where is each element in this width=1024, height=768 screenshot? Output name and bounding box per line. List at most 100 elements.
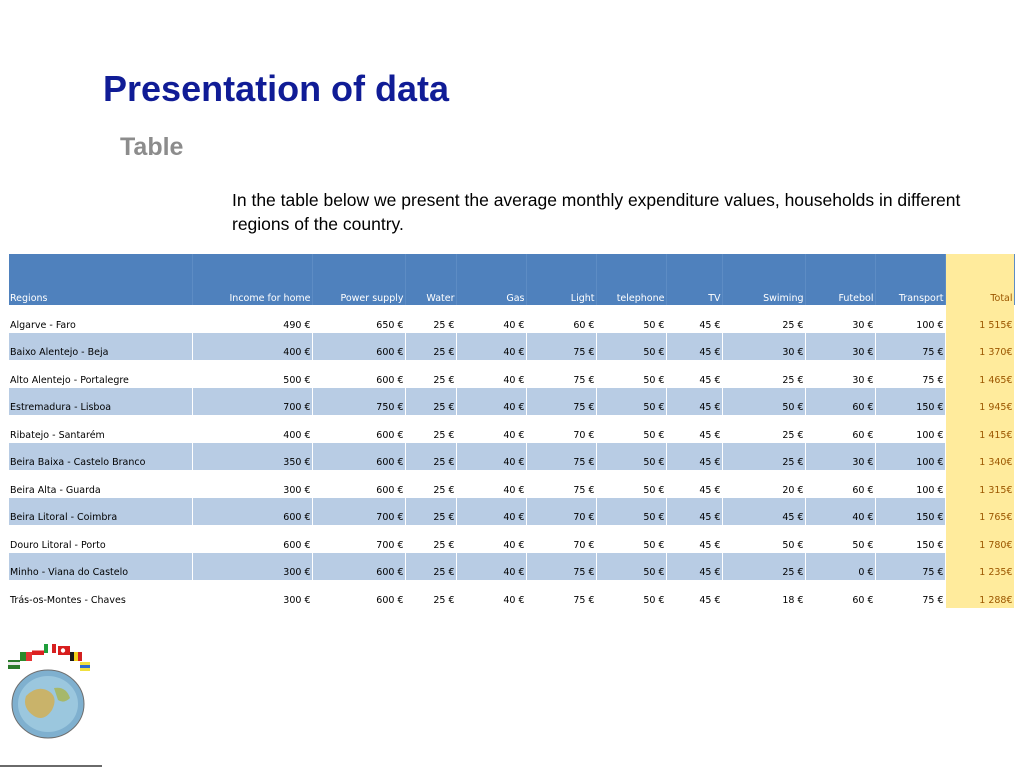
table-row: Trás-os-Montes - Chaves 300 €600 €25 €40 … (9, 580, 1015, 608)
value-cell: 25 € (405, 305, 457, 333)
region-cell: Beira Alta - Guarda (9, 470, 193, 498)
value-cell: 600 € (192, 497, 313, 525)
value-cell: 40 € (456, 305, 527, 333)
col-header-income: Income for home (192, 254, 313, 305)
value-cell: 490 € (192, 305, 313, 333)
value-cell: 300 € (192, 580, 313, 608)
value-cell: 25 € (405, 580, 457, 608)
value-cell: 50 € (596, 360, 667, 388)
value-cell: 40 € (805, 497, 876, 525)
value-cell: 75 € (526, 332, 597, 360)
value-cell: 40 € (456, 552, 527, 580)
slide-subtitle: Table (120, 133, 184, 161)
value-cell: 75 € (875, 552, 946, 580)
value-cell: 25 € (405, 360, 457, 388)
value-cell: 40 € (456, 332, 527, 360)
value-cell: 50 € (596, 470, 667, 498)
value-cell: 45 € (666, 580, 723, 608)
value-cell: 50 € (596, 387, 667, 415)
region-cell: Estremadura - Lisboa (9, 387, 193, 415)
value-cell: 50 € (805, 525, 876, 553)
value-cell: 20 € (722, 470, 806, 498)
value-cell: 0 € (805, 552, 876, 580)
col-header-transport: Transport (875, 254, 946, 305)
value-cell: 40 € (456, 415, 527, 443)
value-cell: 45 € (666, 387, 723, 415)
total-cell: 1 370€ (945, 332, 1015, 360)
col-header-gas: Gas (456, 254, 527, 305)
value-cell: 40 € (456, 470, 527, 498)
value-cell: 45 € (666, 415, 723, 443)
value-cell: 700 € (192, 387, 313, 415)
col-header-power-supply: Power supply (312, 254, 406, 305)
total-cell: 1 780€ (945, 525, 1015, 553)
table-row: Ribatejo - Santarém 400 €600 €25 €40 €70 … (9, 415, 1015, 443)
total-cell: 1 315€ (945, 470, 1015, 498)
value-cell: 25 € (722, 442, 806, 470)
value-cell: 45 € (722, 497, 806, 525)
value-cell: 30 € (805, 332, 876, 360)
value-cell: 50 € (596, 497, 667, 525)
total-cell: 1 515€ (945, 305, 1015, 333)
table-row: Minho - Viana do Castelo 300 €600 €25 €40… (9, 552, 1015, 580)
value-cell: 25 € (405, 497, 457, 525)
intro-text: In the table below we present the averag… (232, 190, 961, 234)
region-cell: Douro Litoral - Porto (9, 525, 193, 553)
value-cell: 60 € (526, 305, 597, 333)
col-header-total: Total (945, 254, 1015, 305)
value-cell: 70 € (526, 525, 597, 553)
value-cell: 25 € (722, 552, 806, 580)
value-cell: 60 € (805, 580, 876, 608)
value-cell: 25 € (405, 552, 457, 580)
value-cell: 600 € (312, 580, 406, 608)
total-cell: 1 235€ (945, 552, 1015, 580)
value-cell: 25 € (405, 387, 457, 415)
region-cell: Baixo Alentejo - Beja (9, 332, 193, 360)
value-cell: 75 € (526, 470, 597, 498)
total-cell: 1 765€ (945, 497, 1015, 525)
value-cell: 75 € (526, 360, 597, 388)
value-cell: 400 € (192, 332, 313, 360)
total-cell: 1 340€ (945, 442, 1015, 470)
value-cell: 50 € (596, 305, 667, 333)
value-cell: 45 € (666, 470, 723, 498)
value-cell: 60 € (805, 387, 876, 415)
value-cell: 30 € (805, 442, 876, 470)
value-cell: 500 € (192, 360, 313, 388)
value-cell: 600 € (312, 360, 406, 388)
value-cell: 25 € (722, 360, 806, 388)
region-cell: Minho - Viana do Castelo (9, 552, 193, 580)
value-cell: 150 € (875, 387, 946, 415)
expenditure-table: Regions Income for home Power supply Wat… (9, 254, 1015, 608)
value-cell: 25 € (405, 332, 457, 360)
value-cell: 25 € (722, 415, 806, 443)
value-cell: 18 € (722, 580, 806, 608)
total-cell: 1 945€ (945, 387, 1015, 415)
value-cell: 45 € (666, 442, 723, 470)
value-cell: 600 € (192, 525, 313, 553)
region-cell: Beira Baixa - Castelo Branco (9, 442, 193, 470)
value-cell: 300 € (192, 470, 313, 498)
value-cell: 600 € (312, 470, 406, 498)
value-cell: 30 € (805, 305, 876, 333)
col-header-regions: Regions (9, 254, 193, 305)
value-cell: 75 € (875, 580, 946, 608)
value-cell: 40 € (456, 497, 527, 525)
value-cell: 600 € (312, 552, 406, 580)
table-row: Douro Litoral - Porto 600 €700 €25 €40 €7… (9, 525, 1015, 553)
col-header-futebol: Futebol (805, 254, 876, 305)
value-cell: 50 € (596, 442, 667, 470)
value-cell: 700 € (312, 497, 406, 525)
value-cell: 40 € (456, 360, 527, 388)
value-cell: 100 € (875, 442, 946, 470)
value-cell: 150 € (875, 497, 946, 525)
value-cell: 40 € (456, 580, 527, 608)
total-cell: 1 415€ (945, 415, 1015, 443)
value-cell: 75 € (875, 332, 946, 360)
value-cell: 75 € (526, 552, 597, 580)
col-header-light: Light (526, 254, 597, 305)
total-cell: 1 465€ (945, 360, 1015, 388)
col-header-swimming: Swiming (722, 254, 806, 305)
table-row: Algarve - Faro 490 €650 €25 €40 €60 €50 €… (9, 305, 1015, 333)
value-cell: 50 € (722, 525, 806, 553)
